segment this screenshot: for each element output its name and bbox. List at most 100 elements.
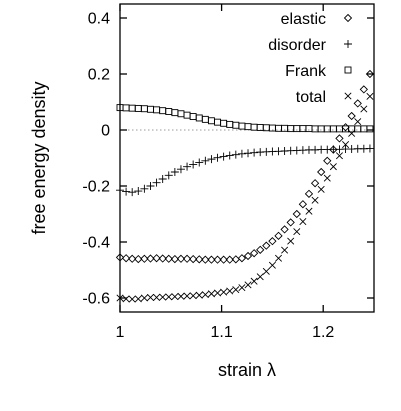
legend-item-total: total [296, 89, 352, 106]
data-point [249, 249, 259, 258]
data-point [177, 110, 185, 118]
data-point [317, 167, 326, 177]
data-point [250, 148, 259, 157]
data-point [219, 255, 228, 264]
data-point [323, 156, 332, 165]
data-point [128, 188, 137, 197]
data-point [310, 179, 320, 188]
data-marks [115, 69, 375, 303]
data-point [128, 295, 136, 303]
data-point [238, 122, 246, 130]
data-point [171, 293, 179, 301]
data-point [158, 254, 167, 263]
data-point [244, 123, 252, 131]
data-point [323, 174, 331, 182]
data-point [207, 255, 216, 264]
y-tick-label: 0 [101, 123, 110, 140]
data-point [299, 125, 307, 133]
data-point [189, 113, 197, 121]
x-tick-label: 1 [116, 324, 125, 341]
data-point [220, 119, 228, 127]
data-point [176, 254, 186, 263]
data-point [256, 245, 265, 254]
x-axis-label: strain λ [218, 360, 276, 380]
data-point [256, 273, 264, 281]
data-point [153, 106, 161, 114]
data-point [354, 125, 362, 133]
data-point [189, 254, 198, 264]
data-point [146, 182, 155, 190]
data-point [231, 150, 240, 159]
data-point [201, 255, 210, 264]
data-point [201, 291, 209, 299]
data-point [365, 69, 375, 79]
series-elastic [115, 69, 375, 264]
data-point [147, 105, 154, 113]
data-point [159, 107, 167, 115]
data-point [280, 225, 289, 234]
data-point [170, 254, 180, 264]
data-point [286, 218, 295, 227]
y-tick-label: -0.6 [82, 291, 110, 308]
plot-frame [119, 3, 375, 313]
data-point [237, 254, 247, 263]
data-point [348, 129, 356, 137]
legend-marker [344, 66, 352, 74]
data-point [293, 125, 301, 133]
data-point [201, 115, 209, 123]
x-tick-label: 1.1 [210, 324, 232, 341]
data-point [274, 254, 283, 262]
data-point [128, 254, 137, 263]
data-point [189, 160, 198, 169]
data-point [335, 134, 344, 143]
data-point [176, 165, 185, 174]
data-point [293, 228, 301, 236]
data-point [183, 162, 192, 171]
data-point [262, 267, 270, 275]
data-point [195, 158, 204, 167]
data-point [134, 187, 143, 196]
data-point [134, 295, 142, 303]
data-point [128, 104, 136, 112]
legend-label-frank: Frank [285, 63, 327, 80]
data-point [214, 289, 222, 297]
data-point [347, 111, 356, 121]
data-point [140, 294, 148, 302]
data-point [365, 144, 374, 153]
data-point [268, 237, 277, 246]
legend-marker-diamond-icon [343, 13, 353, 23]
data-point [243, 251, 253, 261]
tick-labels: -0.6 -0.4 -0.2 0 0.2 0.4 1 1.1 1.2 [82, 11, 334, 342]
data-point [244, 281, 252, 289]
data-point [170, 168, 179, 176]
legend-marker-cross-icon [344, 92, 352, 100]
data-point [366, 92, 374, 100]
data-point [201, 156, 210, 165]
data-point [121, 254, 131, 263]
legend-item-elastic: elastic [281, 11, 353, 28]
data-point [262, 241, 271, 250]
data-point [146, 254, 155, 263]
data-point [250, 123, 258, 131]
legend-marker [344, 92, 352, 100]
data-point [359, 85, 368, 94]
data-point [226, 120, 234, 128]
data-point [189, 292, 197, 300]
data-point [305, 125, 313, 133]
data-point [226, 287, 234, 295]
data-point [207, 155, 216, 164]
legend-label-elastic: elastic [281, 11, 326, 28]
data-point [122, 104, 130, 112]
data-point [244, 149, 253, 158]
legend: elastic disorder Frank total [268, 11, 353, 106]
data-point [153, 293, 161, 301]
data-point [366, 125, 374, 133]
data-point [274, 231, 283, 240]
y-tick-label: 0.2 [88, 67, 110, 84]
legend-marker [344, 40, 352, 48]
legend-item-frank: Frank [285, 63, 352, 80]
data-point [237, 149, 246, 158]
data-point [281, 246, 289, 254]
data-point [165, 108, 173, 115]
